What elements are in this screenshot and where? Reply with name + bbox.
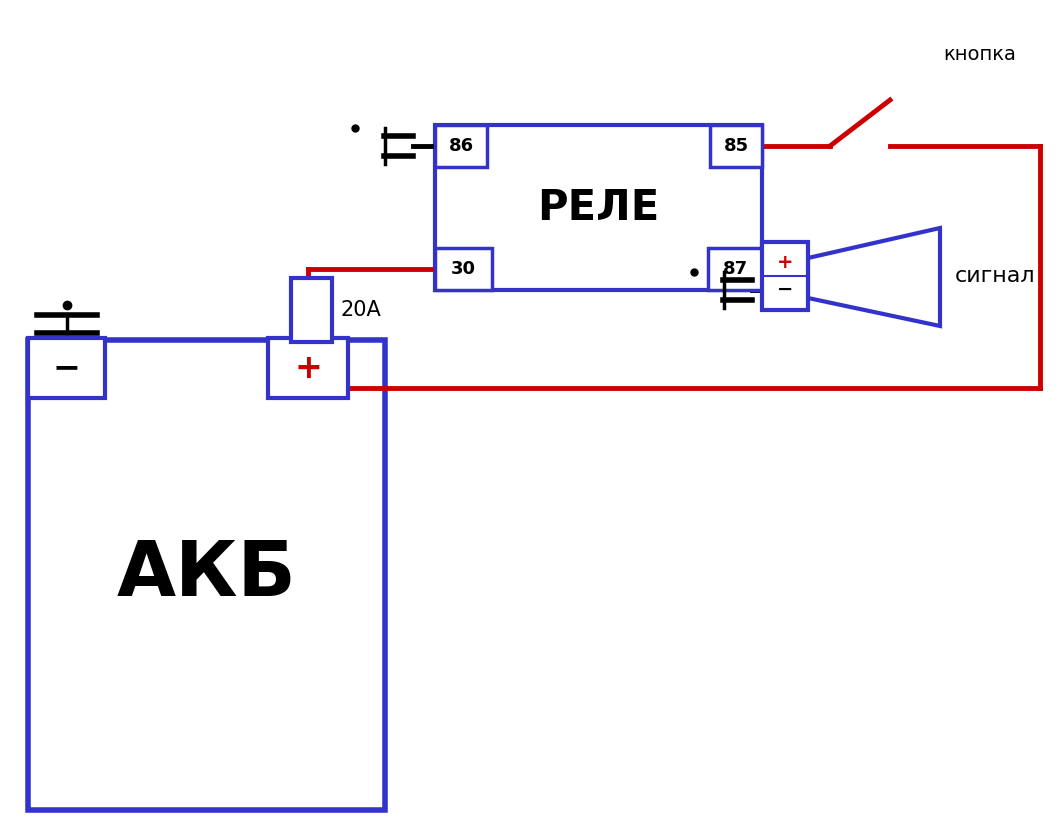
Text: 20А: 20А: [340, 300, 381, 320]
Text: сигнал: сигнал: [955, 266, 1035, 286]
Text: 86: 86: [448, 137, 473, 155]
Text: РЕЛЕ: РЕЛЕ: [537, 187, 660, 228]
Text: 30: 30: [451, 260, 476, 278]
Text: 85: 85: [724, 137, 749, 155]
Text: кнопка: кнопка: [944, 46, 1016, 65]
Bar: [290, 278, 332, 342]
Bar: [762, 242, 808, 310]
Bar: [710, 125, 762, 167]
Text: −: −: [777, 280, 793, 299]
Bar: [435, 248, 492, 290]
Text: 87: 87: [722, 260, 748, 278]
Bar: [28, 340, 385, 810]
Bar: [435, 125, 487, 167]
Text: +: +: [294, 352, 322, 384]
Text: −: −: [52, 352, 81, 384]
Bar: [708, 248, 762, 290]
Text: +: +: [777, 253, 794, 272]
Text: АКБ: АКБ: [117, 538, 297, 612]
Bar: [28, 338, 105, 398]
Polygon shape: [808, 228, 940, 326]
Bar: [435, 125, 762, 290]
Bar: [268, 338, 348, 398]
